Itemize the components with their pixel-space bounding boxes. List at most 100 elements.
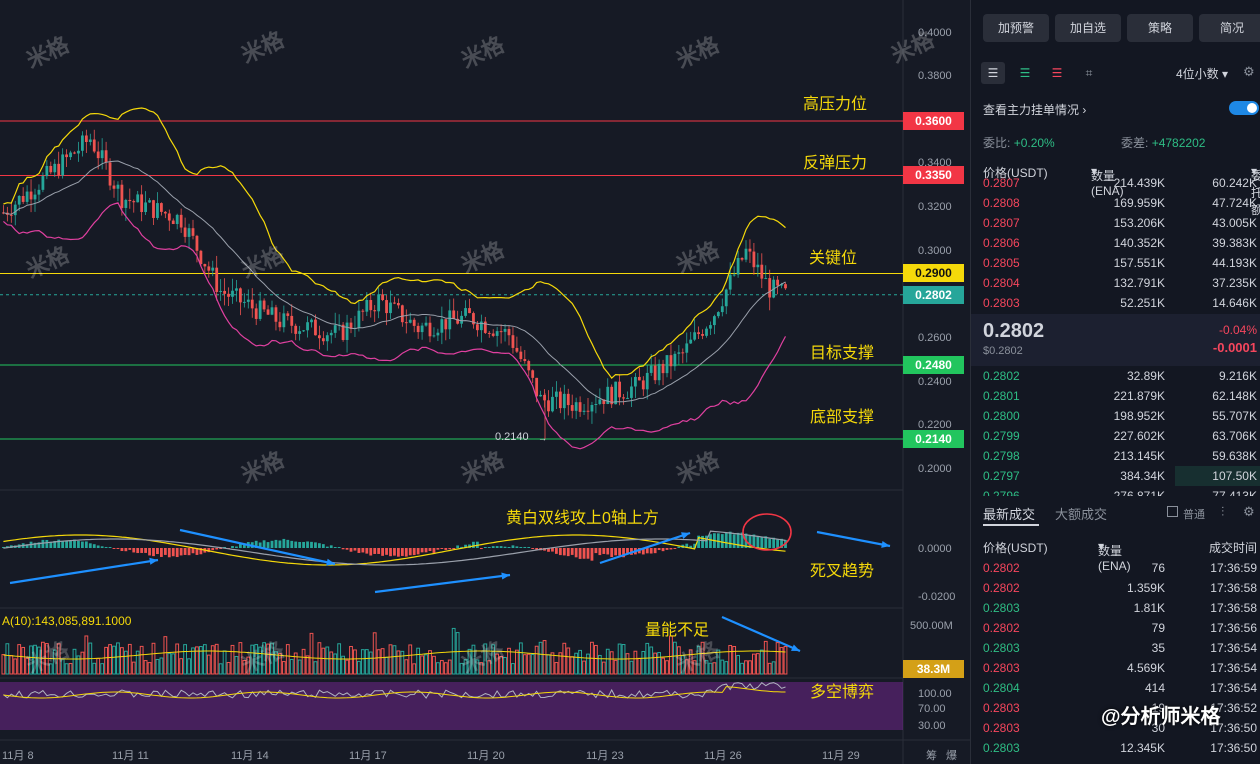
candle-body [448,310,452,330]
volume-bar [281,661,286,675]
volume-bar [210,645,215,675]
book-row[interactable]: 0.2807 153.206K 43.005K [971,213,1260,233]
candle-body [784,284,787,289]
book-bids-icon[interactable]: ☰ [1019,66,1031,80]
col-price: 价格(USDT) [983,166,1048,180]
volume-bar [52,649,57,675]
volume-bar [779,647,784,675]
book-expand-icon[interactable]: ⌗ [1085,66,1093,80]
candle-body [728,274,732,290]
macd-bar [653,548,657,554]
macd-bar [274,539,278,548]
book-row[interactable]: 0.2803 30 17:36:50 [971,718,1260,738]
book-row[interactable]: 0.2808 169.959K 47.724K [971,193,1260,213]
kline-chart[interactable]: → [0,0,970,764]
filter-icon[interactable]: ⫶ [1221,504,1225,519]
candle-body [104,150,108,163]
corner-label[interactable]: 筹 [926,750,937,762]
book-row[interactable]: 0.2803 4.569K 17:36:54 [971,658,1260,678]
book-row[interactable]: 0.2803 52.251K 14.646K [971,293,1260,313]
macd-bar [555,548,558,554]
candle-body [92,139,96,152]
main-order-toggle[interactable] [1229,101,1259,115]
book-asks-icon[interactable]: ☰ [1051,66,1063,80]
macd-bar [661,548,665,552]
col-qty[interactable]: 数量 (ENA) ▾ [1091,164,1124,198]
candle-body [191,228,195,236]
add-watchlist-button[interactable]: 加自选 [1055,14,1121,42]
macd-bar [231,546,234,548]
candle-body [57,163,61,176]
order-panel: 加预警 加自选 策略 简况 ☰ ☰ ☰ ⌗ 4位小数 ▾ ⚙ 查看主力挂单情况 … [970,0,1260,764]
macd-bar [53,540,57,548]
book-row[interactable]: 0.2805 157.551K 44.193K [971,253,1260,273]
candle-body [318,335,321,339]
book-row[interactable]: 0.2799 227.602K 63.706K [971,426,1260,446]
strategy-button[interactable]: 策略 [1127,14,1193,42]
row-qty: 35 [1151,641,1165,655]
book-row[interactable]: 0.2798 213.145K 59.638K [971,446,1260,466]
candle-body [215,267,219,292]
candle-body [535,377,539,397]
decimals-select[interactable]: 4位小数 ▾ [1176,67,1229,81]
candle-body [487,332,491,334]
book-row[interactable]: 0.2800 198.952K 55.707K [971,406,1260,426]
col-total[interactable]: 委托额 ▾ [1251,164,1260,217]
macd-bar [381,548,384,556]
volume-bar [313,661,318,675]
volume-bar [661,657,665,675]
main-order-link[interactable]: 查看主力挂单情况 › [983,103,1087,117]
candle-body [649,365,653,373]
normal-checkbox[interactable] [1167,506,1178,517]
book-row[interactable]: 0.2801 221.879K 62.148K [971,386,1260,406]
macd-bar [294,541,298,548]
book-row[interactable]: 0.2803 1.81K 17:36:58 [971,598,1260,618]
corner-label[interactable]: 爆 [946,750,957,762]
book-row[interactable]: 0.2797 384.34K 107.50K [971,466,1260,486]
t-col-qty[interactable]: 数量(ENA) ▾ [1098,539,1131,573]
macd-bar [325,546,329,548]
add-alert-button[interactable]: 加预警 [983,14,1049,42]
book-both-icon[interactable]: ☰ [981,62,1005,84]
candle-body [685,343,689,353]
chart-area[interactable]: → 米格 米格 米格 米格 米格 米格 米格 米格 米格 米格 米格 米格 米格… [0,0,970,764]
axis-label: 100.00 [918,688,952,700]
volume-bar [183,644,187,675]
volume-bar [625,653,630,675]
macd-bar [558,548,562,556]
macd-bar [562,548,566,556]
settings-icon[interactable]: ⚙ [1243,64,1255,79]
row-price: 0.2800 [983,409,1020,423]
book-row[interactable]: 0.2802 79 17:36:56 [971,618,1260,638]
book-row[interactable]: 0.2803 19 17:36:52 [971,698,1260,718]
candle-body [464,308,467,316]
volume-bar [633,650,638,675]
book-row[interactable]: 0.2802 76 17:36:59 [971,558,1260,578]
book-row[interactable]: 0.2804 132.791K 37.235K [971,273,1260,293]
depth-bar [1175,466,1260,486]
row-total: 107.50K [1212,469,1257,483]
volume-bar [159,657,164,675]
row-price: 0.2806 [983,236,1020,250]
overview-button[interactable]: 简况 [1199,14,1260,42]
book-row[interactable]: 0.2807 214.439K 60.242K [971,173,1260,193]
book-row[interactable]: 0.2804 414 17:36:54 [971,678,1260,698]
tab-latest-trades[interactable]: 最新成交 [983,507,1036,522]
macd-bar [349,548,353,552]
candle-body [136,194,140,203]
book-row[interactable]: 0.2802 32.89K 9.216K [971,366,1260,386]
book-row[interactable]: 0.2803 12.345K 17:36:50 [971,738,1260,758]
row-price: 0.2803 [983,721,1020,735]
trades-settings-icon[interactable]: ⚙ [1243,504,1255,519]
candle-body [495,331,499,336]
candle-body [219,290,223,292]
book-row[interactable]: 0.2806 140.352K 39.383K [971,233,1260,253]
book-row[interactable]: 0.2802 1.359K 17:36:58 [971,578,1260,598]
macd-bar [578,548,582,559]
tab-bulk-trades[interactable]: 大额成交 [1055,507,1108,522]
volume-bar [199,646,203,675]
volume-bar [96,658,101,675]
book-row[interactable]: 0.2803 35 17:36:54 [971,638,1260,658]
book-row[interactable]: 0.2796 276.871K 77.413K [971,486,1260,496]
macd-bar [764,536,768,548]
